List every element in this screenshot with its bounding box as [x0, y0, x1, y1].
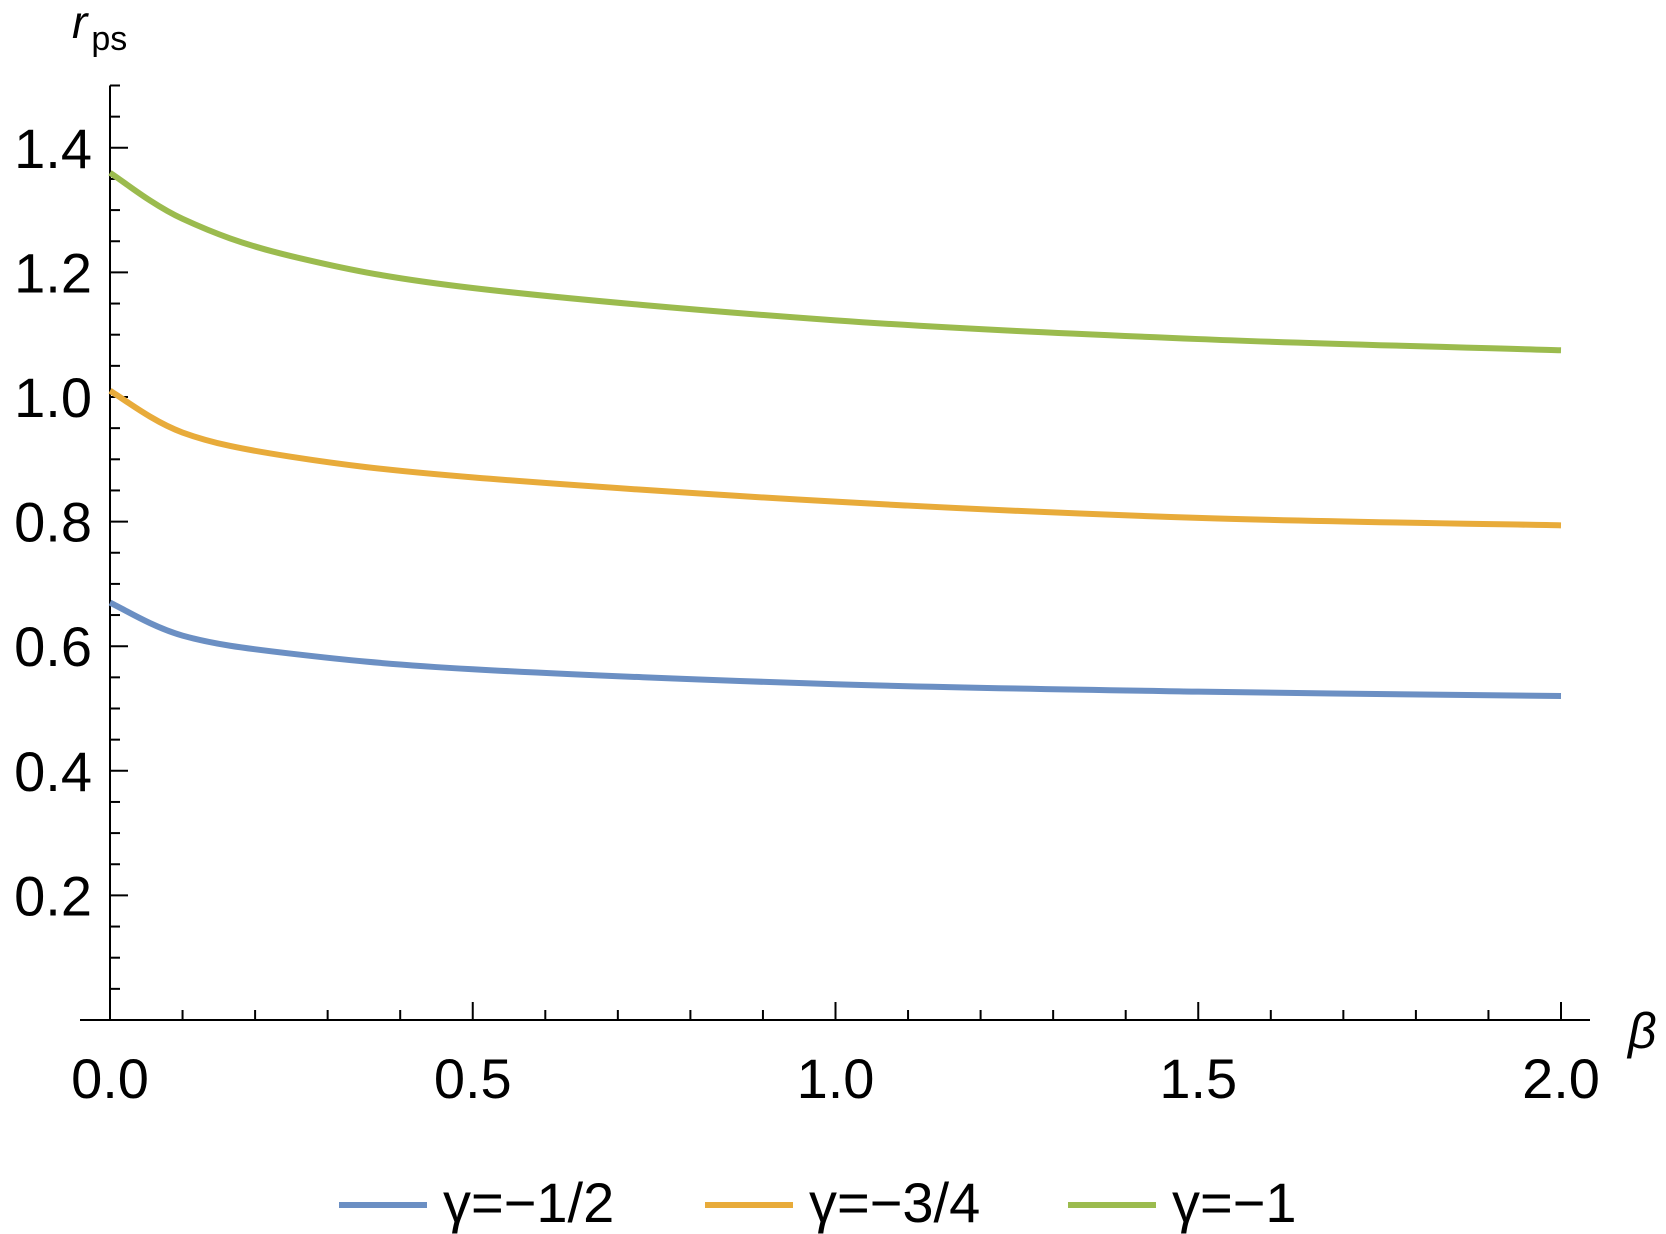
series-line-3 — [108, 170, 1562, 354]
x-tick-label: 0.0 — [71, 1047, 149, 1110]
x-tick-label: 2.0 — [1522, 1047, 1600, 1110]
series-group — [108, 170, 1562, 700]
axes: 0.0 0.5 1.0 1.5 2.0 0.2 0.4 0.6 0.8 1.0 1.2 1.4 — [14, 84, 1600, 1110]
y-tick-label: 0.4 — [14, 740, 92, 803]
x-tick-label: 0.5 — [434, 1047, 512, 1110]
legend-item: γ=−1 — [1068, 1171, 1297, 1234]
y-tick-label: 0.2 — [14, 864, 92, 927]
legend: γ=−1/2 γ=−3/4 γ=−1 — [339, 1171, 1297, 1234]
series-line-1 — [108, 599, 1562, 700]
y-tick-label: 1.2 — [14, 241, 92, 304]
y-axis-label-main: r — [72, 0, 89, 48]
legend-label: γ=−1/2 — [443, 1171, 614, 1234]
y-tick-label: 1.4 — [14, 117, 92, 180]
legend-label: γ=−1 — [1172, 1171, 1297, 1234]
y-tick-label: 0.6 — [14, 615, 92, 678]
y-tick-label: 1.0 — [14, 366, 92, 429]
x-tick-label: 1.5 — [1159, 1047, 1237, 1110]
y-axis-label: r ps — [72, 0, 127, 58]
x-tick-label: 1.0 — [797, 1047, 875, 1110]
legend-item: γ=−1/2 — [339, 1171, 614, 1234]
x-axis-label: β — [1626, 1003, 1657, 1059]
y-axis-label-sub: ps — [91, 20, 127, 58]
y-tick-label: 0.8 — [14, 491, 92, 554]
legend-label: γ=−3/4 — [809, 1171, 980, 1234]
series-line-2 — [108, 388, 1562, 529]
legend-item: γ=−3/4 — [705, 1171, 980, 1234]
